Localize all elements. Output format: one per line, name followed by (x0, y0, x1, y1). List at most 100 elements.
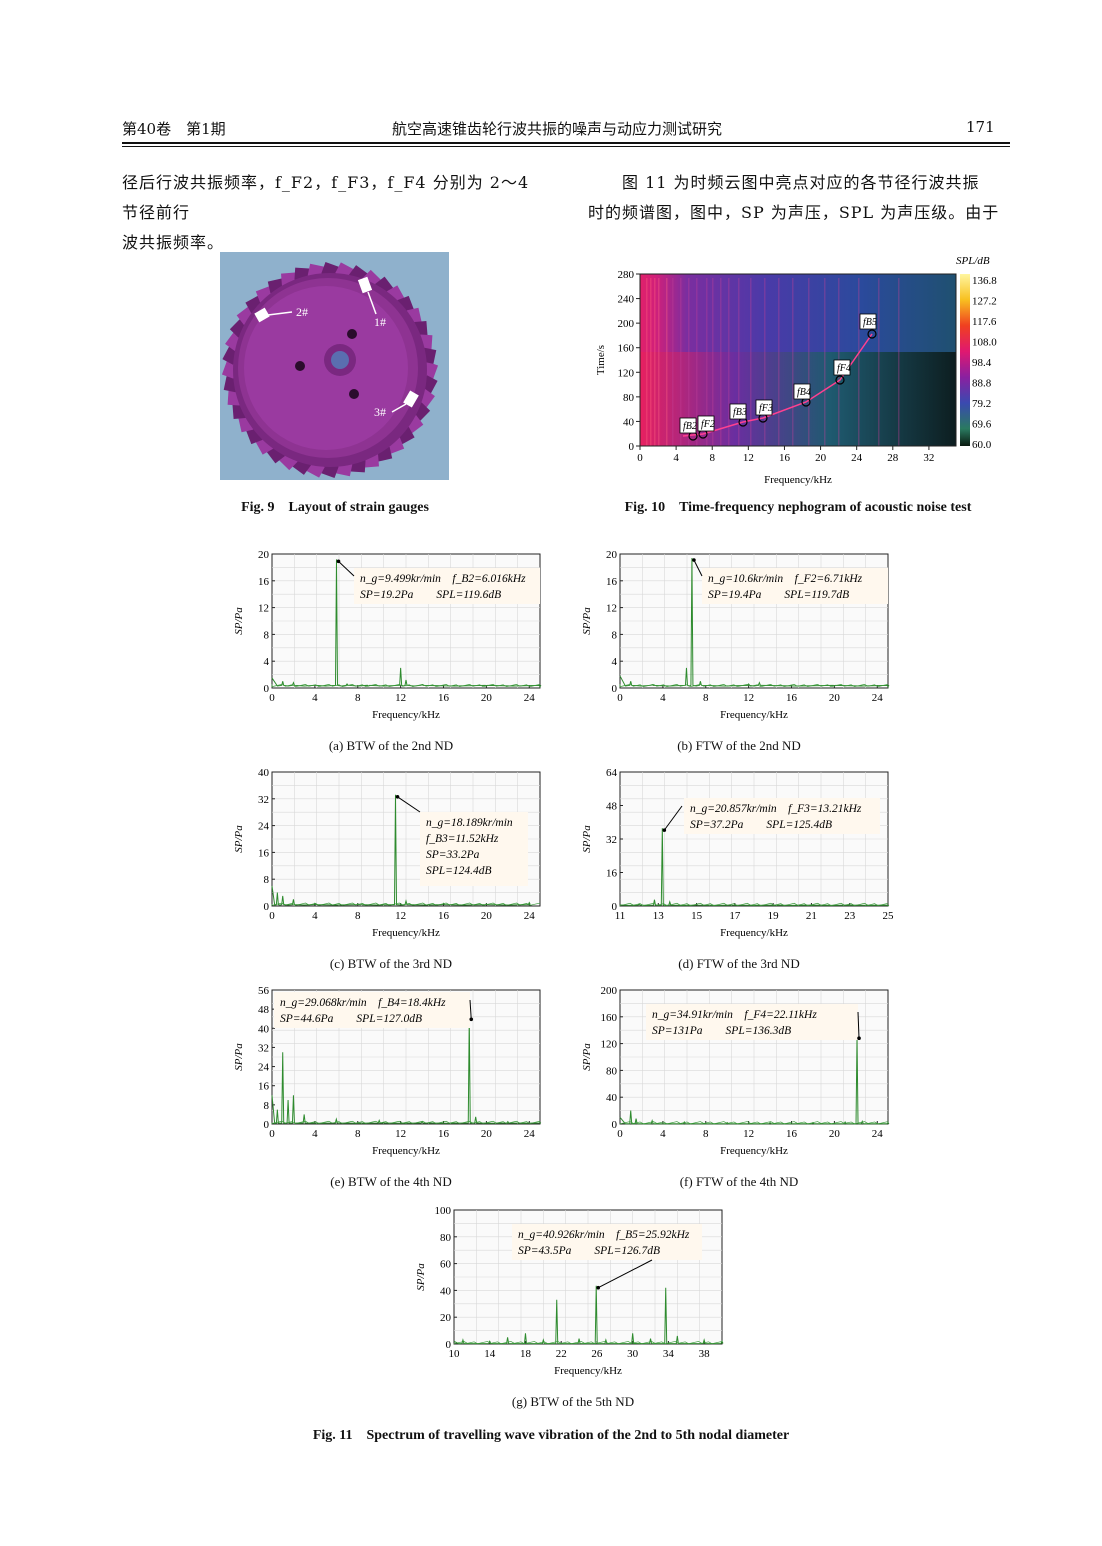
y-tick: 0 (264, 1119, 270, 1131)
right-text-line-1: 图 11 为时频云图中亮点对应的各节径行波共振 (622, 173, 980, 192)
x-tick: 16 (438, 1128, 450, 1140)
strain-gauge-1 (357, 276, 373, 294)
y-axis-label: SP/Pa (233, 607, 245, 635)
colorbar-tick: 136.8 (972, 275, 997, 287)
x-tick: 17 (729, 910, 741, 922)
spectrum-line (619, 828, 890, 907)
x-tick: 0 (269, 910, 275, 922)
x-tick: 0 (269, 1128, 275, 1140)
spectrum-line (619, 558, 890, 688)
annotation-arrow (857, 1011, 860, 1039)
marker-label: fB5 (863, 317, 877, 328)
annotation-arrow (663, 805, 683, 831)
colorbar-tick: 60.0 (972, 439, 992, 451)
x-axis-label: Frequency/kHz (554, 1365, 622, 1377)
y-axis-label: SP/Pa (581, 825, 593, 853)
annotation-arrow (693, 559, 703, 577)
y-tick: 20 (606, 549, 618, 561)
x-tick: 24 (524, 1128, 536, 1140)
y-tick: 80 (606, 1065, 618, 1077)
x-tick: 25 (883, 910, 895, 922)
right-text-line-2: 时的频谱图，图中，SP 为声压，SPL 为声压级。由于 (588, 203, 1000, 222)
subcaption-b: (b) FTW of the 2nd ND (677, 738, 801, 753)
fig10-ytick: 160 (618, 343, 635, 355)
x-tick: 4 (312, 910, 318, 922)
fig10-xlabel: Frequency/kHz (764, 474, 832, 486)
x-tick: 8 (703, 1128, 709, 1140)
y-tick: 16 (258, 1081, 270, 1093)
x-tick: 12 (743, 1128, 754, 1140)
resonance-marker (867, 329, 877, 339)
y-axis-label: SP/Pa (581, 1043, 593, 1071)
y-tick: 40 (440, 1285, 452, 1297)
marker-label: fF3 (759, 403, 773, 414)
annotation-text: SP=37.2Pa SPL=125.4dB (690, 819, 832, 831)
y-tick: 8 (264, 629, 270, 641)
x-tick: 16 (786, 692, 798, 704)
x-tick: 20 (829, 1128, 841, 1140)
annotation-text: n_g=18.189kr/min (426, 817, 513, 829)
marker-label: fB3 (733, 407, 747, 418)
x-tick: 20 (481, 692, 493, 704)
fig10-xtick: 20 (815, 452, 827, 464)
fig11-caption: Fig. 11 Spectrum of travelling wave vibr… (312, 1428, 790, 1443)
journal-volume: 第40卷 第1期 (122, 120, 226, 138)
x-tick: 20 (481, 910, 493, 922)
gauge-label-2: 2# (296, 305, 308, 319)
y-tick: 8 (264, 874, 270, 886)
y-tick: 32 (258, 1042, 269, 1054)
x-tick: 12 (395, 910, 406, 922)
subcaption-a: (a) BTW of the 2nd ND (328, 738, 454, 753)
y-tick: 16 (606, 576, 618, 588)
y-tick: 80 (440, 1232, 452, 1244)
fig10-xtick: 12 (743, 452, 754, 464)
fig10-xtick: 8 (709, 452, 715, 464)
fig10-ytick: 0 (629, 441, 635, 453)
y-tick: 16 (606, 868, 618, 880)
x-tick: 23 (844, 910, 856, 922)
x-tick: 8 (355, 1128, 361, 1140)
x-tick: 34 (663, 1348, 675, 1360)
y-tick: 0 (446, 1339, 452, 1351)
spectrum-line (271, 794, 531, 906)
right-column-text: 图 11 为时频云图中亮点对应的各节径行波共振 时的频谱图，图中，SP 为声压，… (588, 168, 1013, 228)
y-axis-label: SP/Pa (233, 1043, 245, 1071)
fig10-xtick: 32 (923, 452, 934, 464)
x-tick: 0 (269, 692, 275, 704)
annotation-arrow (597, 1259, 653, 1289)
fig10-ytick: 280 (618, 269, 635, 281)
x-tick: 21 (806, 910, 817, 922)
y-tick: 120 (601, 1039, 618, 1051)
subcaption-e: (e) BTW of the 4th ND (330, 1174, 452, 1189)
x-tick: 24 (524, 692, 536, 704)
x-tick: 20 (481, 1128, 493, 1140)
x-axis-label: Frequency/kHz (720, 927, 788, 939)
y-tick: 32 (258, 794, 269, 806)
annotation-text: f_B3=11.52kHz (426, 833, 499, 845)
x-tick: 16 (438, 910, 450, 922)
resonance-marker (835, 375, 845, 385)
x-tick: 16 (438, 692, 450, 704)
y-tick: 40 (606, 1092, 618, 1104)
y-tick: 0 (264, 901, 270, 913)
colorbar (960, 274, 970, 446)
fig10-xtick: 28 (887, 452, 899, 464)
x-tick: 26 (591, 1348, 603, 1360)
x-tick: 4 (312, 1128, 318, 1140)
spectrum-panel-d: 11 13 15 17 19 21 23 25 0 16 32 48 64 n_g=20.857kr/mi… (581, 767, 895, 939)
x-tick: 0 (617, 692, 623, 704)
x-tick: 4 (660, 692, 666, 704)
annotation-text: n_g=29.068kr/min f_B4=18.4kHz (280, 997, 446, 1009)
left-text-line-2: 波共振频率。 (122, 233, 225, 252)
fig9-caption: Fig. 9 Layout of strain gauges (241, 500, 429, 515)
annotation-arrow (338, 560, 355, 577)
y-tick: 64 (606, 767, 618, 779)
subcaption-c: (c) BTW of the 3rd ND (329, 956, 453, 971)
left-column-text: 径后行波共振频率，f_F2，f_F3，f_F4 分别为 2～4 节径前行 波共振… (122, 168, 552, 258)
y-tick: 8 (264, 1100, 270, 1112)
gauge-label-1: 1# (374, 315, 386, 329)
annotation-text: n_g=9.499kr/min f_B2=6.016kHz (360, 573, 526, 585)
y-axis-label: SP/Pa (233, 825, 245, 853)
annotation-text: SP=131Pa SPL=136.3dB (652, 1025, 791, 1037)
annotation-text: n_g=34.91kr/min f_F4=22.11kHz (652, 1009, 817, 1021)
